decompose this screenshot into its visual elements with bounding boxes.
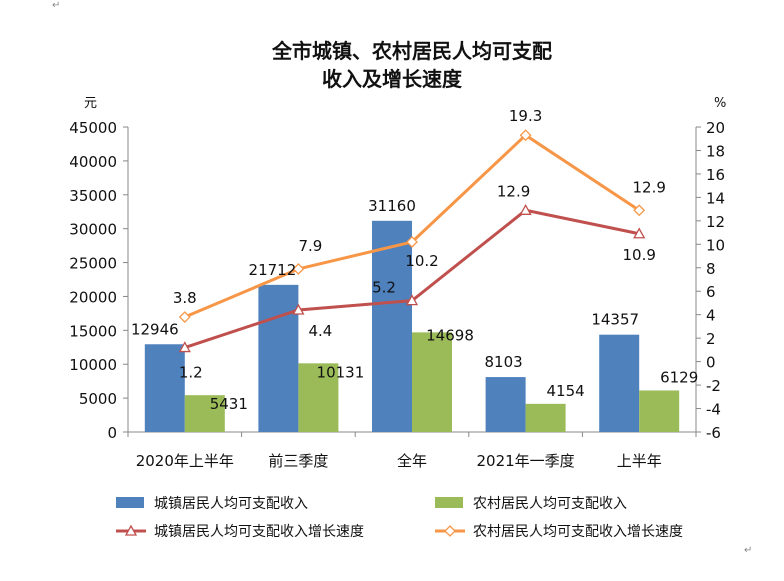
y-left-tick-label: 40000 [69,153,117,171]
y-left-tick-label: 15000 [69,322,117,340]
line-label-urban: 5.2 [372,279,396,297]
legend-label: 城镇居民人均可支配收入增长速度 [154,524,364,540]
y-right-tick-label: 0 [706,354,716,372]
y-right-tick-label: -2 [706,377,721,395]
bar-rural-income [298,363,339,432]
legend-label: 农村居民人均可支配收入 [473,496,627,512]
x-tick-label: 上半年 [617,452,662,470]
paragraph-mark-top: ↵ [52,0,60,11]
bar-label-urban: 8103 [485,353,523,371]
bar-label-rural: 14698 [426,326,474,344]
line-label-urban: 1.2 [179,364,203,382]
point-rural-growth [406,236,418,248]
lines [178,129,646,353]
y-left-tick-label: 0 [107,424,117,442]
bar-urban-income [599,334,640,432]
paragraph-mark-bottom: ↵ [744,545,752,556]
y-left-tick-label: 10000 [69,356,117,374]
point-rural-growth [519,129,532,142]
line-label-rural: 12.9 [632,178,665,196]
legend-swatch [435,497,463,508]
bar-urban-income [485,377,526,432]
y-left-tick-label: 35000 [69,187,117,205]
y-right-tick-label: 16 [706,166,725,184]
point-urban-growth [292,303,305,315]
line-label-rural: 19.3 [509,107,542,125]
bar-label-rural: 6129 [660,368,698,386]
y-right-tick-label: 4 [706,307,716,325]
x-tick-label: 2021年一季度 [477,452,575,470]
bar-rural-income [525,403,566,432]
y-left-tick-label: 5000 [79,390,117,408]
y-right-tick-label: -4 [706,401,721,419]
bar-label-urban: 12946 [131,320,179,338]
line-label-urban: 10.9 [622,246,655,264]
y-right-tick-label: 18 [706,142,725,160]
bar-label-urban: 31160 [368,197,416,215]
bar-label-urban: 21712 [249,261,297,279]
bar-urban-income [258,284,299,432]
line-label-urban: 12.9 [497,182,530,200]
line-label-rural: 3.8 [173,289,197,307]
y-right-tick-label: 8 [706,260,716,278]
point-urban-growth [633,227,646,239]
line-label-urban: 4.4 [308,322,332,340]
y-left-tick-label: 25000 [69,255,117,273]
legend-marker-triangle [124,524,138,536]
bar-label-urban: 14357 [591,311,639,329]
axes: 0 5000 10000 15000 20000 25000 30000 35000 40000… [69,96,726,470]
point-urban-growth [178,341,191,353]
line-label-rural: 10.2 [405,252,438,270]
bar-rural-income [412,332,452,432]
y-right-unit: % [714,96,726,111]
bar-label-rural: 4154 [547,382,585,400]
legend-marker-diamond [444,525,456,537]
line-label-rural: 7.9 [298,237,322,255]
x-tick-label: 全年 [397,452,427,470]
point-urban-growth [405,294,419,306]
chart-title-line: 收入及增长速度 [322,67,463,91]
y-right-tick-label: 20 [706,119,725,137]
chart-title-line: 全市城镇、农村居民人均可支配 [271,39,552,63]
y-right-tick-label: 10 [706,236,725,254]
bar-urban-income [372,220,412,432]
y-left-tick-label: 30000 [69,221,117,239]
y-left-unit: 元 [84,96,97,111]
legend-swatch [116,497,144,508]
bars [144,220,680,432]
y-right-tick-label: 12 [706,213,725,231]
point-rural-growth [633,204,646,217]
legend-label: 农村居民人均可支配收入增长速度 [473,524,683,540]
y-right-tick-label: 6 [706,283,716,301]
decor: ↵↵ [52,0,752,556]
bar-label-rural: 10131 [317,363,365,381]
bar-label-rural: 5431 [210,395,248,413]
bar-urban-income [144,344,185,432]
y-right-tick-label: -6 [706,424,721,442]
data-labels: 12946 21712 31160 8103 14357 5431 10131 14698 41… [131,107,698,413]
bar-rural-income [184,395,225,432]
y-left-tick-label: 45000 [69,119,117,137]
y-right-tick-label: 2 [706,330,716,348]
point-rural-growth [292,263,305,275]
x-tick-label: 2020年上半年 [136,452,234,470]
bar-rural-income [639,390,680,432]
legend-label: 城镇居民人均可支配收入 [154,496,308,512]
x-tick-label: 前三季度 [268,452,328,470]
y-left-tick-label: 20000 [69,288,117,306]
point-rural-growth [178,311,191,323]
point-urban-growth [519,203,532,215]
y-right-tick-label: 14 [706,189,725,207]
